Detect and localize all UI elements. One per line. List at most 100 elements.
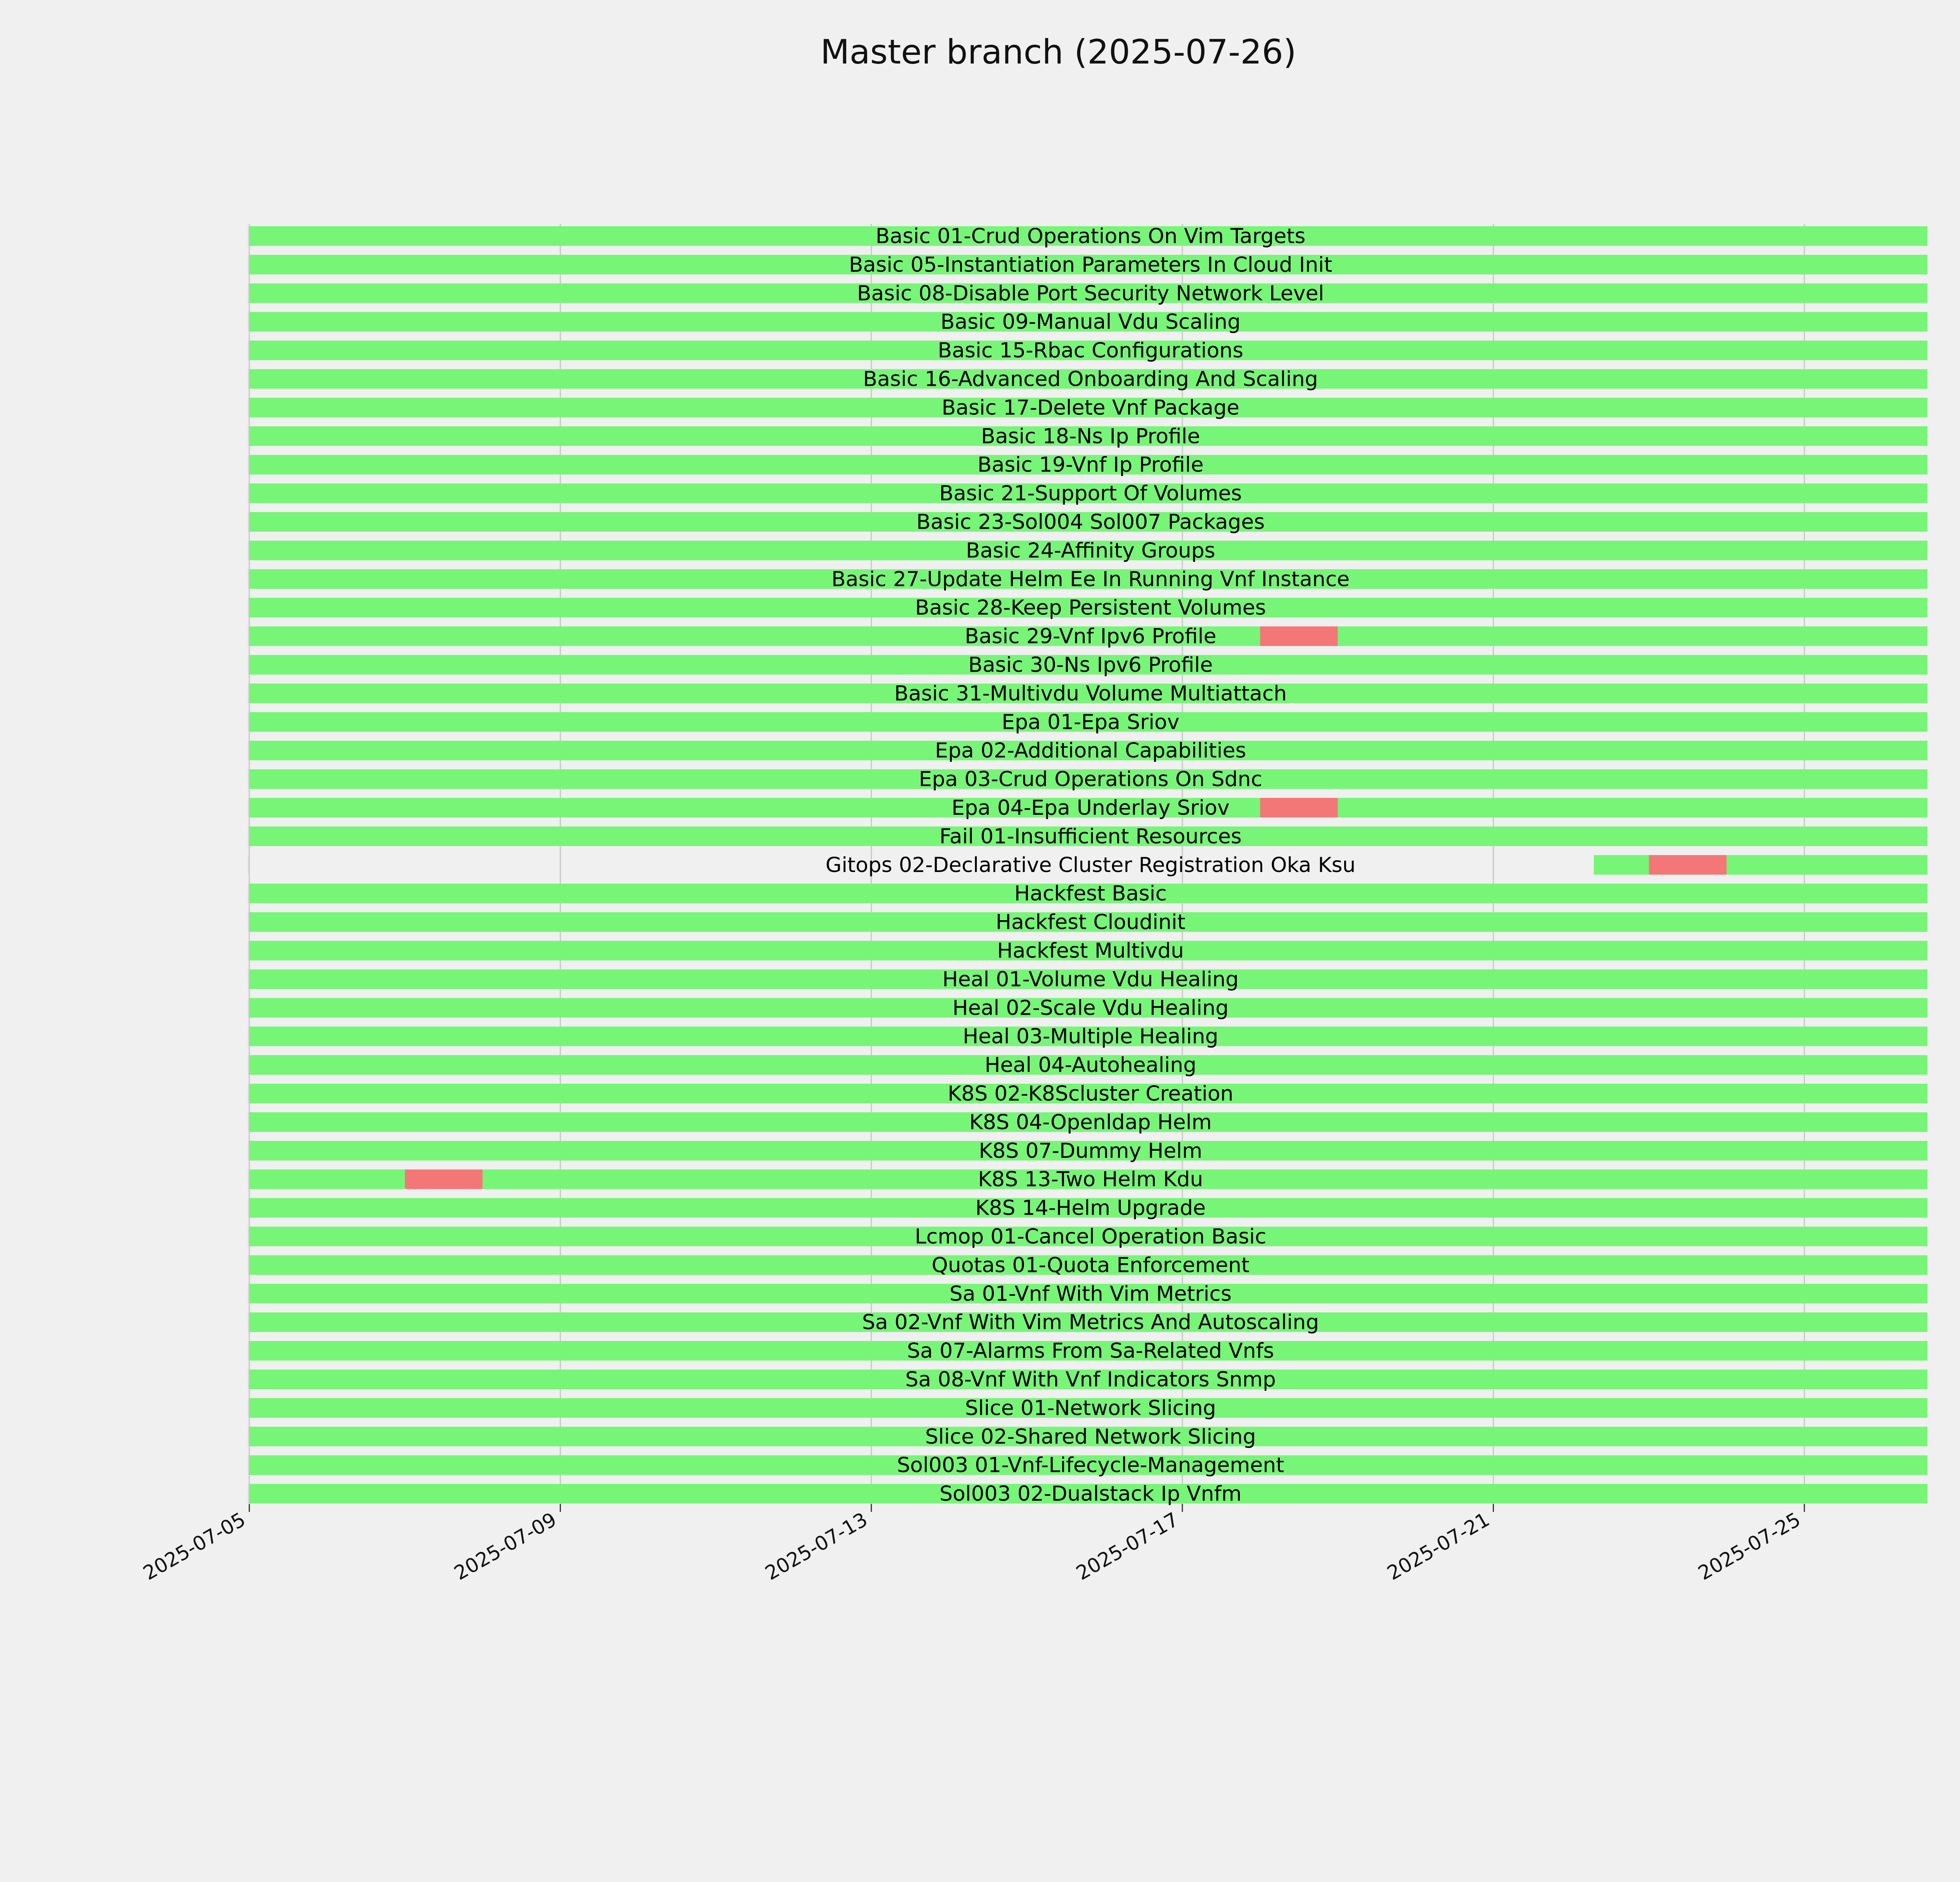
pass-segment	[249, 226, 1927, 246]
row-label: Hackfest Basic	[1014, 882, 1167, 906]
row-label: K8S 02-K8Scluster Creation	[948, 1082, 1234, 1106]
timeline-row: Sa 02-Vnf With Vim Metrics And Autoscali…	[248, 1310, 1927, 1334]
x-tick-label: 2025-07-13	[761, 1508, 871, 1585]
timeline-row: Basic 30-Ns Ipv6 Profile	[248, 653, 1927, 677]
pass-segment	[249, 741, 1927, 761]
row-label: Epa 03-Crud Operations On Sdnc	[919, 767, 1262, 791]
timeline-row: Basic 16-Advanced Onboarding And Scaling	[248, 367, 1927, 391]
pass-segment	[249, 483, 1927, 503]
row-label: Basic 27-Update Helm Ee In Running Vnf I…	[831, 567, 1350, 591]
row-label: Slice 02-Shared Network Slicing	[925, 1425, 1256, 1449]
timeline-row: Slice 02-Shared Network Slicing	[248, 1425, 1927, 1449]
timeline-row: Basic 15-Rbac Configurations	[248, 339, 1927, 363]
pass-segment	[1338, 798, 1927, 817]
timeline-row: Heal 01-Volume Vdu Healing	[248, 967, 1927, 991]
timeline-row: Epa 01-Epa Sriov	[248, 710, 1927, 734]
x-tick-label: 2025-07-09	[450, 1508, 561, 1585]
timeline-row: Epa 04-Epa Underlay Sriov	[248, 796, 1927, 820]
pass-segment	[249, 369, 1927, 389]
pass-segment	[249, 1455, 1927, 1475]
timeline-row: Hackfest Multivdu	[248, 939, 1927, 963]
pass-segment	[249, 1198, 1927, 1218]
pass-segment	[249, 1169, 405, 1189]
timeline-row: Basic 09-Manual Vdu Scaling	[248, 310, 1927, 334]
timeline-row: Quotas 01-Quota Enforcement	[248, 1253, 1927, 1277]
timeline-row: Fail 01-Insufficient Resources	[248, 825, 1927, 848]
x-tick-label: 2025-07-25	[1694, 1508, 1804, 1585]
fail-segment	[1260, 798, 1338, 817]
pass-segment	[249, 569, 1927, 589]
timeline-row: Basic 21-Support Of Volumes	[248, 481, 1927, 505]
timeline-row: Basic 01-Crud Operations On Vim Targets	[248, 224, 1927, 248]
pass-segment	[249, 1341, 1927, 1361]
row-label: Sa 08-Vnf With Vnf Indicators Snmp	[905, 1368, 1276, 1392]
pass-segment	[249, 998, 1927, 1018]
row-label: Gitops 02-Declarative Cluster Registrati…	[826, 853, 1356, 877]
x-tick-label: 2025-07-21	[1383, 1508, 1494, 1585]
row-label: Fail 01-Insufficient Resources	[940, 825, 1242, 848]
row-label: Heal 03-Multiple Healing	[963, 1025, 1218, 1048]
pass-segment	[249, 1141, 1927, 1161]
pass-segment	[249, 1084, 1927, 1103]
row-label: Epa 04-Epa Underlay Sriov	[951, 796, 1229, 820]
x-tick-label: 2025-07-17	[1073, 1508, 1183, 1585]
row-label: Basic 01-Crud Operations On Vim Targets	[876, 224, 1306, 248]
row-label: Basic 05-Instantiation Parameters In Clo…	[849, 253, 1332, 277]
timeline-row: Slice 01-Network Slicing	[248, 1396, 1927, 1420]
pass-segment	[249, 1226, 1927, 1246]
row-label: Slice 01-Network Slicing	[965, 1396, 1216, 1420]
fail-segment	[1260, 626, 1338, 646]
pass-segment	[249, 1312, 1927, 1332]
pass-segment	[249, 941, 1927, 961]
timeline-row: K8S 13-Two Helm Kdu	[248, 1168, 1927, 1192]
timeline-row: Heal 02-Scale Vdu Healing	[248, 996, 1927, 1020]
row-label: Basic 28-Keep Persistent Volumes	[915, 596, 1266, 620]
row-label: Basic 15-Rbac Configurations	[938, 339, 1243, 363]
timeline-row: Sol003 02-Dualstack Ip Vnfm	[248, 1482, 1927, 1506]
row-label: Epa 01-Epa Sriov	[1002, 710, 1179, 734]
timeline-row: Basic 18-Ns Ip Profile	[248, 424, 1927, 448]
pass-segment	[249, 1484, 1927, 1504]
row-label: Basic 09-Manual Vdu Scaling	[940, 310, 1240, 334]
timeline-row: Basic 05-Instantiation Parameters In Clo…	[248, 253, 1927, 277]
pass-segment	[249, 1026, 1927, 1046]
pass-segment	[483, 1169, 1927, 1189]
row-label: Sa 01-Vnf With Vim Metrics	[949, 1282, 1232, 1306]
pass-segment	[249, 1255, 1927, 1275]
row-label: K8S 14-Helm Upgrade	[975, 1196, 1206, 1220]
timeline-row: Epa 02-Additional Capabilities	[248, 739, 1927, 763]
row-label: Basic 17-Delete Vnf Package	[942, 396, 1240, 420]
pass-segment	[249, 254, 1927, 274]
row-label: Basic 31-Multivdu Volume Multiattach	[894, 681, 1287, 705]
row-label: Basic 24-Affinity Groups	[966, 539, 1215, 563]
row-label: Hackfest Cloudinit	[996, 910, 1185, 934]
timeline-row: Lcmop 01-Cancel Operation Basic	[248, 1225, 1927, 1249]
row-label: Basic 19-Vnf Ip Profile	[978, 453, 1204, 477]
timeline-row: Sa 01-Vnf With Vim Metrics	[248, 1282, 1927, 1306]
pass-segment	[249, 598, 1927, 618]
pass-segment	[249, 712, 1927, 732]
timeline-row: Epa 03-Crud Operations On Sdnc	[248, 767, 1927, 791]
timeline-row: Basic 31-Multivdu Volume Multiattach	[248, 681, 1927, 705]
timeline-row: Sa 07-Alarms From Sa-Related Vnfs	[248, 1339, 1927, 1363]
timeline-row: Sa 08-Vnf With Vnf Indicators Snmp	[248, 1368, 1927, 1392]
row-label: Heal 04-Autohealing	[985, 1053, 1196, 1077]
pass-segment	[249, 283, 1927, 303]
chart-title: Master branch (2025-07-26)	[820, 33, 1296, 72]
row-label: Basic 16-Advanced Onboarding And Scaling	[863, 367, 1318, 391]
row-label: Quotas 01-Quota Enforcement	[932, 1253, 1250, 1277]
pass-segment	[249, 826, 1927, 846]
pass-segment	[249, 798, 1260, 817]
timeline-row: K8S 07-Dummy Helm	[248, 1139, 1927, 1163]
pass-segment	[1593, 855, 1649, 875]
timeline-row: Sol003 01-Vnf-Lifecycle-Management	[248, 1453, 1927, 1477]
pass-segment	[249, 340, 1927, 360]
timeline-row: K8S 14-Helm Upgrade	[248, 1196, 1927, 1220]
row-label: Epa 02-Additional Capabilities	[935, 739, 1246, 763]
row-label: Basic 08-Disable Port Security Network L…	[857, 282, 1324, 305]
row-label: Basic 21-Support Of Volumes	[939, 481, 1242, 505]
pass-segment	[1338, 626, 1927, 646]
row-label: Basic 30-Ns Ipv6 Profile	[968, 653, 1213, 677]
row-label: Basic 29-Vnf Ipv6 Profile	[965, 625, 1216, 649]
row-label: Heal 02-Scale Vdu Healing	[953, 996, 1229, 1020]
